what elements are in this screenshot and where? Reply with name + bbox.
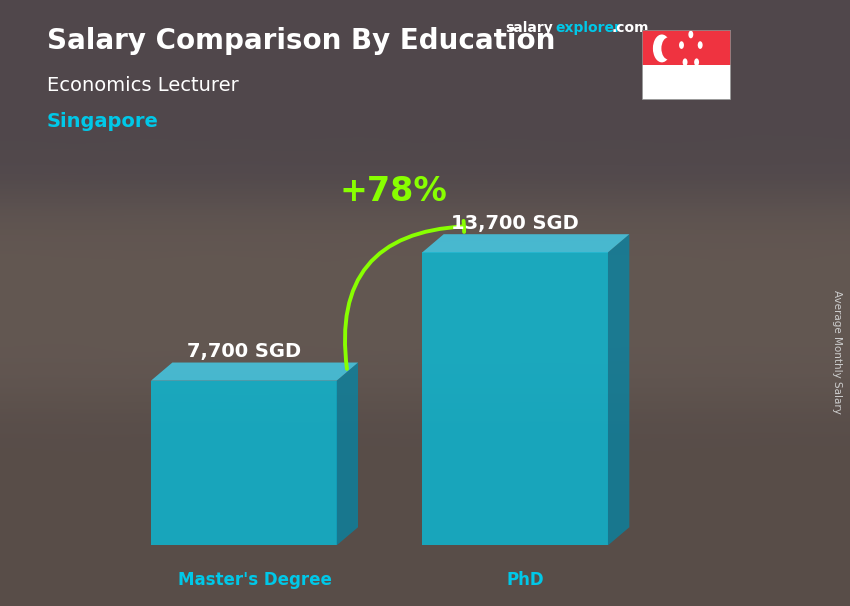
Text: Average Monthly Salary: Average Monthly Salary: [832, 290, 842, 413]
Text: PhD: PhD: [507, 571, 545, 589]
Polygon shape: [608, 234, 629, 545]
Text: +78%: +78%: [340, 175, 448, 208]
Text: .com: .com: [612, 21, 649, 35]
Polygon shape: [151, 362, 358, 381]
Text: salary: salary: [506, 21, 553, 35]
Bar: [642, 30, 731, 65]
Circle shape: [653, 35, 671, 62]
Text: Economics Lecturer: Economics Lecturer: [47, 76, 239, 95]
Polygon shape: [151, 381, 337, 545]
Text: Master's Degree: Master's Degree: [178, 571, 332, 589]
Polygon shape: [422, 252, 608, 545]
Bar: [642, 65, 731, 100]
Text: Singapore: Singapore: [47, 112, 159, 131]
Circle shape: [683, 58, 688, 66]
Text: Salary Comparison By Education: Salary Comparison By Education: [47, 27, 555, 55]
Circle shape: [679, 41, 684, 49]
Circle shape: [698, 41, 703, 49]
Circle shape: [661, 38, 676, 59]
Text: 7,700 SGD: 7,700 SGD: [187, 342, 301, 361]
Polygon shape: [422, 234, 629, 252]
Circle shape: [694, 58, 699, 66]
Text: 13,700 SGD: 13,700 SGD: [451, 214, 579, 233]
Polygon shape: [337, 362, 358, 545]
Text: explorer: explorer: [555, 21, 620, 35]
Circle shape: [688, 31, 694, 38]
